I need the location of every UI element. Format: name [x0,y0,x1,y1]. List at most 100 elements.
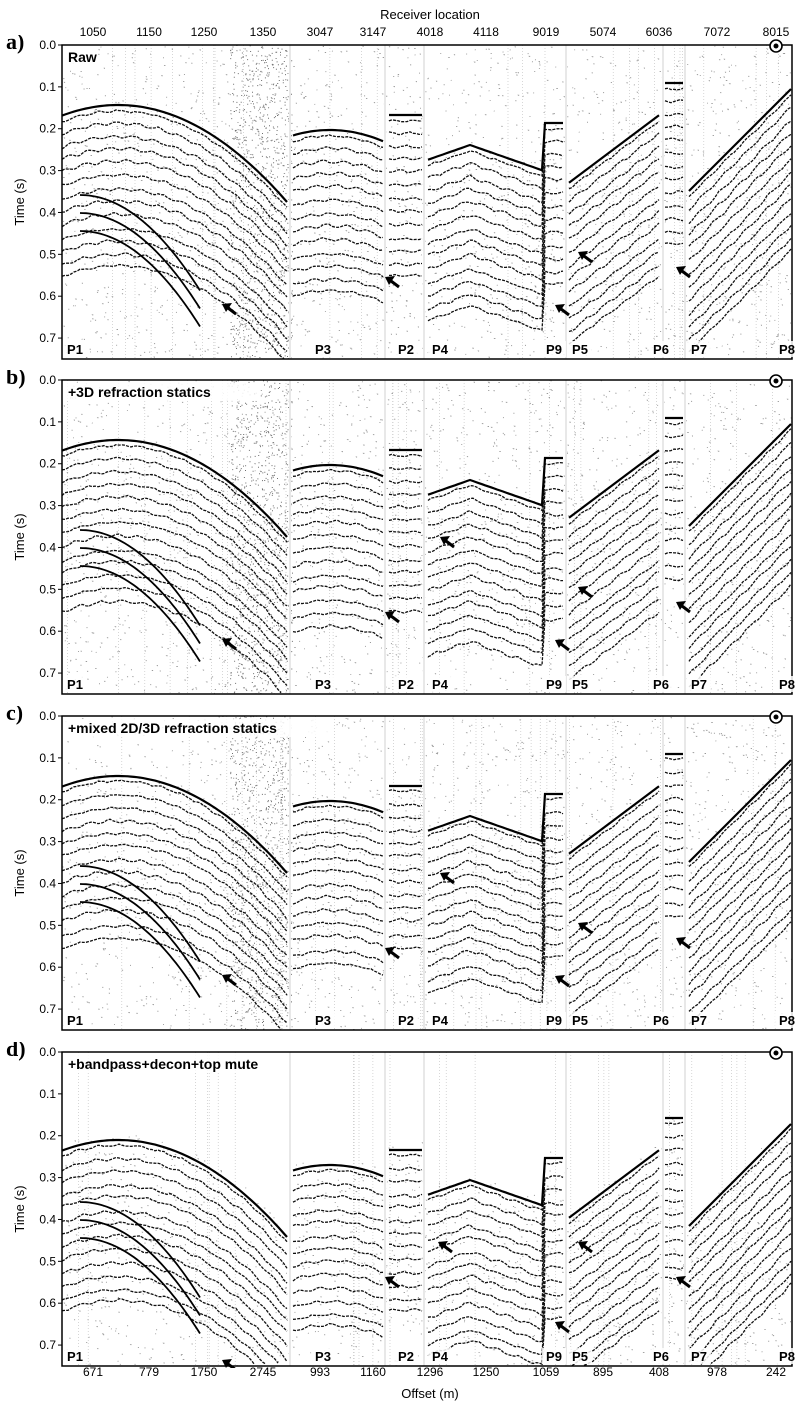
time-axis-title: Time (s) [12,1185,27,1232]
profile-label: P7 [691,342,707,357]
time-tick-label: 0.7 [39,1002,56,1016]
arrow-marker [385,947,400,960]
arrow-marker [438,1241,453,1254]
receiver-tick-label: 7072 [704,25,731,39]
arrow-marker [676,937,691,950]
time-tick-label: 0.1 [39,80,56,94]
time-tick-label: 0.5 [39,582,56,596]
time-tick-label: 0.1 [39,1087,56,1101]
time-tick-label: 0.7 [39,331,56,345]
profile-label: P9 [546,677,562,692]
seismic-panel: c) Time (s) 0.0 0.1 0.2 0.3 0.4 0.5 0.6 0.7 +mixed… [6,706,799,1031]
panel-letter: c) [6,706,23,725]
receiver-tick-label: 1250 [191,25,218,39]
reflection-events [62,87,792,359]
profile-label: P5 [572,677,588,692]
time-tick-label: 0.1 [39,415,56,429]
profile-label: P2 [398,677,414,692]
time-tick-label: 0.6 [39,1296,56,1310]
panel-frame [61,715,793,1031]
offset-tick-label: 1750 [191,1365,218,1379]
bottom-axis: 671 779 1750 2745 993 1160 1296 1250 1059 895 408 9… [83,1365,786,1401]
time-tick-label: 0.2 [39,793,56,807]
panel-title: Raw [68,49,97,65]
time-tick-label: 0.6 [39,624,56,638]
arrow-marker [440,872,455,885]
arrow-marker [578,1241,593,1254]
profile-label: P8 [779,1349,795,1364]
noise-band [230,716,293,1030]
arrow-marker [385,611,400,624]
receiver-tick-label: 4118 [473,25,499,39]
moveout-curves [79,865,201,998]
shot-marker-icon [769,374,783,388]
receiver-tick-label: 5074 [590,25,617,39]
arrow-marker [222,974,237,987]
time-tick-label: 0.2 [39,1129,56,1143]
profile-label: P9 [546,342,562,357]
time-tick-label: 0.3 [39,499,56,513]
arrow-marker [385,276,400,289]
arrow-marker [578,586,593,599]
arrow-marker [555,1321,570,1334]
profile-label: P8 [779,1013,795,1028]
profile-label: P9 [546,1349,562,1364]
arrow-marker [440,536,455,549]
offset-tick-label: 779 [139,1365,159,1379]
first-arrival [62,416,792,538]
reflection-events [62,421,792,694]
time-tick-label: 0.3 [39,1171,56,1185]
time-tick-label: 0.0 [39,709,56,723]
moveout-curves [79,529,201,662]
time-tick-label: 0.6 [39,960,56,974]
profile-label: P4 [432,1349,449,1364]
profile-label: P3 [315,677,331,692]
profile-label: P1 [67,342,83,357]
first-arrival [62,752,792,874]
arrow-marker [555,975,570,988]
profile-label: P2 [398,1013,414,1028]
time-tick-label: 0.1 [39,751,56,765]
offset-tick-label: 242 [766,1365,786,1379]
arrow-marker [222,638,237,651]
time-tick-label: 0.3 [39,835,56,849]
time-tick-label: 0.5 [39,918,56,932]
profile-label: P8 [779,677,795,692]
time-tick-label: 0.4 [39,876,56,890]
offset-tick-label: 895 [593,1365,613,1379]
time-tick-label: 0.4 [39,205,56,219]
profile-label: P7 [691,1013,707,1028]
time-tick-label: 0.2 [39,122,56,136]
arrow-marker [385,1276,400,1289]
receiver-tick-label: 8015 [763,25,790,39]
seismic-gather [62,45,792,359]
top-axis-title: Receiver location [380,7,480,22]
bottom-axis-ticks: 671 779 1750 2745 993 1160 1296 1250 1059 895 408 9… [83,1365,786,1379]
receiver-tick-label: 9019 [533,25,560,39]
time-axis-title: Time (s) [12,513,27,560]
time-tick-label: 0.3 [39,164,56,178]
seismic-gather [62,380,792,694]
profile-label: P5 [572,342,588,357]
time-tick-label: 0.0 [39,373,56,387]
profile-label: P6 [653,677,669,692]
moveout-curves [79,1201,201,1334]
time-tick-label: 0.2 [39,457,56,471]
profile-label: P5 [572,1349,588,1364]
time-tick-label: 0.4 [39,1212,56,1226]
panel-letter: a) [6,35,24,54]
reflection-events [62,1121,792,1366]
profile-label: P6 [653,342,669,357]
time-tick-label: 0.4 [39,540,56,554]
arrow-marker [578,251,593,264]
first-arrival [62,81,792,203]
time-tick-label: 0.7 [39,1338,56,1352]
profile-label: P4 [432,677,449,692]
profile-label: P6 [653,1013,669,1028]
panel-frame [61,379,793,695]
seismic-gather [62,1052,792,1366]
time-tick-label: 0.7 [39,666,56,680]
offset-tick-label: 1160 [360,1365,386,1379]
receiver-tick-label: 1150 [136,25,162,39]
